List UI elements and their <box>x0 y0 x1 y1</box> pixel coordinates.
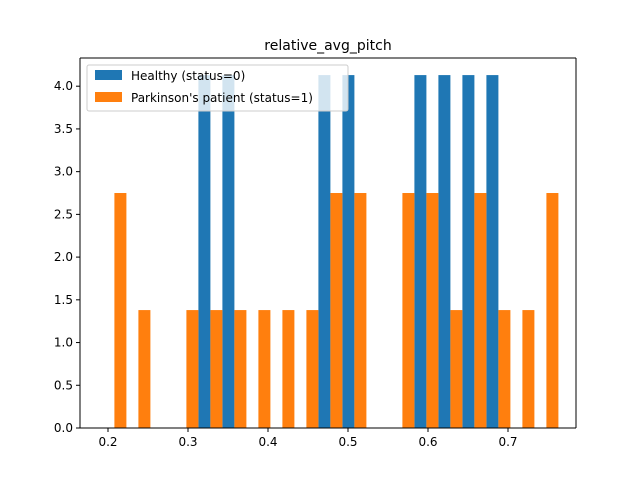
y-tick-label: 3.5 <box>54 122 73 136</box>
histogram-bar-parkinsons <box>282 310 295 428</box>
histogram-bar-parkinsons <box>210 310 223 428</box>
histogram-bar-parkinsons <box>498 310 511 428</box>
legend: Healthy (status=0) Parkinson's patient (… <box>86 64 349 112</box>
legend-label-parkinsons: Parkinson's patient (status=1) <box>131 91 313 105</box>
histogram-bar-parkinsons <box>474 193 487 428</box>
histogram-bar-parkinsons <box>186 310 199 428</box>
x-tick-label: 0.5 <box>338 435 357 449</box>
histogram-bar-parkinsons <box>330 193 343 428</box>
axes-layer: 0.2 0.3 0.4 0.5 0.6 0.7 0.0 0.5 1.0 1.5 2.0 2.5 3.0 3… <box>54 57 577 449</box>
histogram-bar-parkinsons <box>306 310 319 428</box>
histogram-bar-parkinsons <box>258 310 271 428</box>
y-tick-label: 4.0 <box>54 79 73 93</box>
histogram-bar-healthy <box>462 75 475 428</box>
histogram-bar-healthy <box>438 75 451 428</box>
x-tick-label: 0.2 <box>98 435 117 449</box>
y-tick-label: 0.0 <box>54 421 73 435</box>
y-tick-label: 1.5 <box>54 293 73 307</box>
histogram-bar-healthy <box>342 75 355 428</box>
x-tick-label: 0.6 <box>418 435 437 449</box>
y-tick-label: 3.0 <box>54 165 73 179</box>
histogram-bar-parkinsons <box>546 193 559 428</box>
y-tick-label: 2.5 <box>54 207 73 221</box>
y-tick-label: 1.0 <box>54 336 73 350</box>
histogram-bar-healthy <box>318 75 331 428</box>
histogram-bar-parkinsons <box>114 193 127 428</box>
y-tick-label: 2.0 <box>54 250 73 264</box>
chart-title: relative_avg_pitch <box>264 38 391 54</box>
histogram-bar-parkinsons <box>522 310 535 428</box>
histogram-bar-parkinsons <box>138 310 151 428</box>
histogram-bar-healthy <box>486 75 499 428</box>
legend-frame <box>86 64 349 112</box>
x-tick-label: 0.7 <box>498 435 517 449</box>
y-tick-label: 0.5 <box>54 378 73 392</box>
histogram-bar-parkinsons <box>234 310 247 428</box>
bars-layer <box>114 75 559 428</box>
legend-label-healthy: Healthy (status=0) <box>131 69 245 83</box>
legend-swatch-parkinsons <box>95 92 122 102</box>
legend-swatch-healthy <box>95 70 122 80</box>
histogram-bar-parkinsons <box>354 193 367 428</box>
histogram-bar-parkinsons <box>402 193 415 428</box>
histogram-bar-healthy <box>222 75 235 428</box>
histogram-bar-parkinsons <box>450 310 463 428</box>
histogram-bar-healthy <box>198 75 211 428</box>
x-tick-label: 0.3 <box>178 435 197 449</box>
x-tick-label: 0.4 <box>258 435 277 449</box>
histogram-bar-healthy <box>414 75 427 428</box>
histogram-bar-parkinsons <box>426 193 439 428</box>
